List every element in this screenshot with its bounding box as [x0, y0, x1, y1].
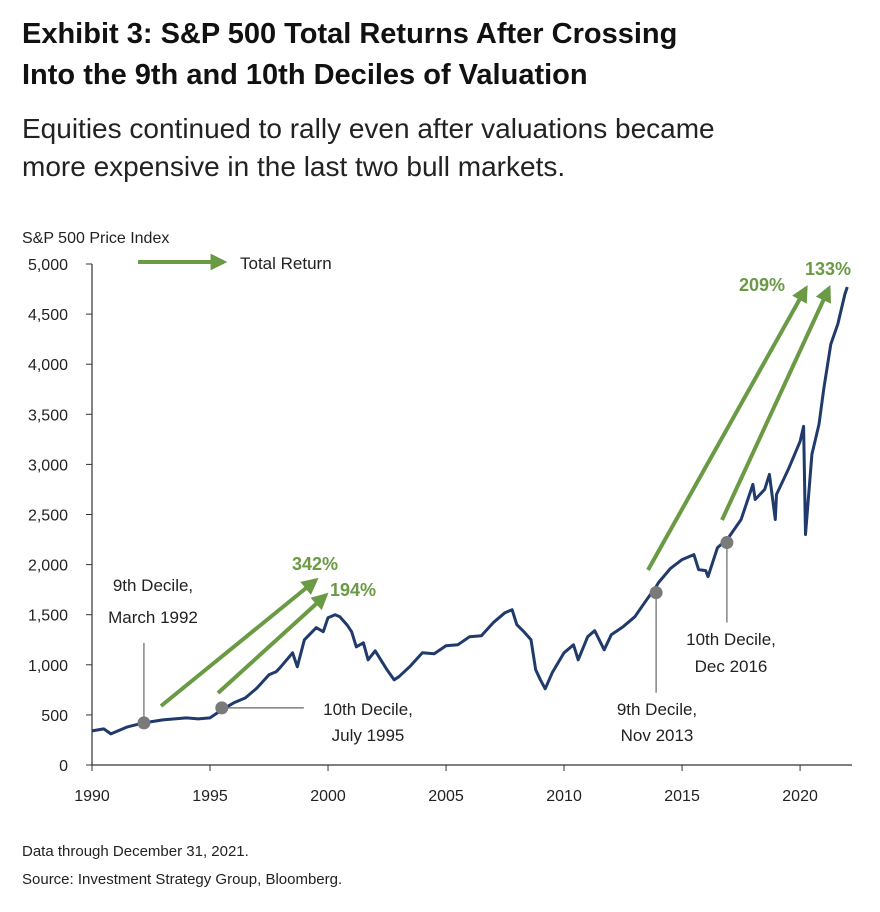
return-arrow: [159, 577, 319, 708]
x-tick-label: 2020: [782, 788, 818, 805]
decile-marker: [720, 536, 734, 550]
subtitle-line-2: more expensive in the last two bull mark…: [22, 151, 566, 182]
marker-label: July 1995: [332, 726, 405, 745]
marker-label: 10th Decile,: [323, 700, 413, 719]
marker-label: 9th Decile,: [617, 700, 697, 719]
legend-label: Total Return: [240, 254, 332, 273]
y-tick-label: 1,000: [28, 658, 68, 675]
data-note: Data through December 31, 2021.: [22, 843, 249, 860]
source-note: Source: Investment Strategy Group, Bloom…: [22, 871, 343, 888]
title-line-2: Into the 9th and 10th Deciles of Valuati…: [22, 59, 588, 91]
y-tick-label: 500: [41, 708, 68, 725]
return-arrow: [216, 592, 329, 695]
chart-title: Exhibit 3: S&P 500 Total Returns After C…: [22, 14, 862, 96]
x-tick-label: 2000: [310, 788, 346, 805]
x-tick-label: 1995: [192, 788, 228, 805]
return-label: 209%: [739, 275, 785, 295]
marker-label: Dec 2016: [695, 657, 768, 676]
x-tick-label: 2010: [546, 788, 582, 805]
return-label: 133%: [805, 259, 851, 279]
subtitle-line-1: Equities continued to rally even after v…: [22, 113, 715, 144]
y-tick-label: 4,500: [28, 307, 68, 324]
title-line-1: Exhibit 3: S&P 500 Total Returns After C…: [22, 18, 678, 50]
return-arrow: [646, 285, 808, 571]
return-arrow: [720, 284, 831, 521]
x-tick-label: 2015: [664, 788, 700, 805]
x-tick-label: 1990: [74, 788, 110, 805]
chart-subtitle: Equities continued to rally even after v…: [22, 110, 862, 186]
marker-label: March 1992: [108, 608, 198, 627]
y-tick-label: 0: [59, 758, 68, 775]
y-tick-label: 3,000: [28, 457, 68, 474]
x-tick-label: 2005: [428, 788, 464, 805]
return-label: 194%: [330, 580, 376, 600]
y-tick-label: 2,000: [28, 558, 68, 575]
marker-label: 9th Decile,: [113, 576, 193, 595]
y-axis-label: S&P 500 Price Index: [22, 230, 169, 247]
decile-marker: [649, 586, 663, 600]
marker-label: Nov 2013: [621, 726, 694, 745]
decile-marker: [137, 716, 151, 730]
marker-label: 10th Decile,: [686, 630, 776, 649]
return-label: 342%: [292, 554, 338, 574]
series-line: [91, 286, 849, 736]
y-tick-label: 2,500: [28, 508, 68, 525]
y-tick-label: 3,500: [28, 407, 68, 424]
y-tick-label: 1,500: [28, 608, 68, 625]
y-tick-label: 5,000: [28, 257, 68, 274]
y-tick-label: 4,000: [28, 357, 68, 374]
decile-marker: [215, 701, 229, 715]
